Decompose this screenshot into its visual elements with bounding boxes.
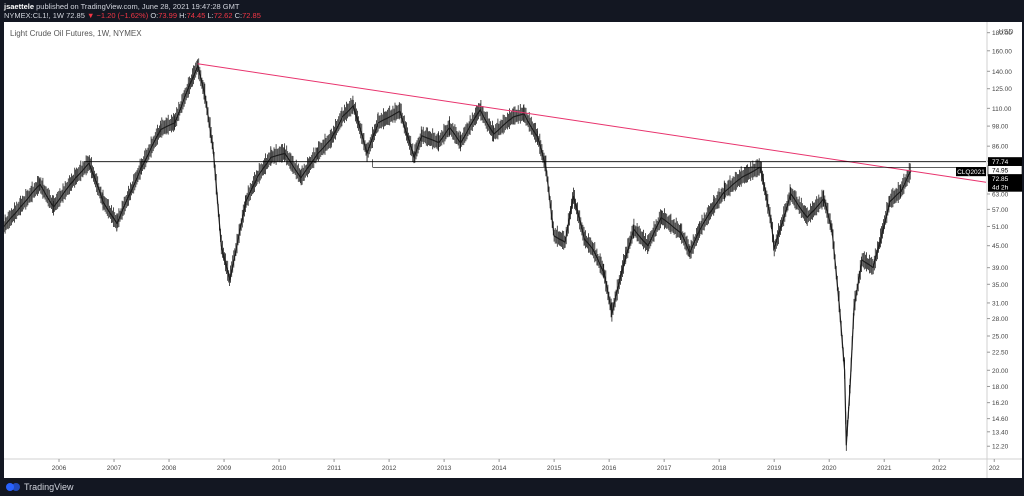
price-chart[interactable]: 12.20 13.40 14.60 16.20 18.00 20.00 22.50 25.00… [4, 22, 1022, 478]
chart-title: Light Crude Oil Futures, 1W, NYMEX [10, 29, 142, 38]
price-tag-box [988, 182, 1022, 192]
price-tick-label: 39.00 [992, 265, 1009, 272]
price-tick-label: 16.20 [992, 400, 1009, 407]
time-tick-label: 2012 [382, 465, 397, 472]
price-tick-label: 140.00 [992, 69, 1012, 76]
price-tick-label: 98.00 [992, 124, 1009, 131]
time-tick-label: 2019 [767, 465, 782, 472]
price-tag-box [988, 157, 1022, 167]
high-value: 74.45 [186, 11, 206, 20]
time-tick-label: 2018 [712, 465, 727, 472]
time-tick-label: 2010 [272, 465, 287, 472]
time-tick-label: 2022 [932, 465, 947, 472]
price-tick-label: 12.20 [992, 444, 1009, 451]
price-tick-label: 110.00 [992, 106, 1012, 113]
symbol-tag-box [956, 167, 986, 177]
price-tick-label: 31.00 [992, 300, 1009, 307]
price-change: −1.20 (−1.62%) [96, 11, 149, 20]
price-tick-label: 125.00 [992, 86, 1012, 93]
price-tag-label: 77.74 [992, 159, 1009, 166]
low-value: 72.62 [213, 11, 233, 20]
last-price: 72.85 [66, 11, 85, 20]
time-tick-label: 2011 [327, 465, 341, 472]
price-tick-label: 22.50 [992, 350, 1009, 357]
open-value: 73.99 [158, 11, 178, 20]
time-tick-label: 2013 [437, 465, 452, 472]
chart-footer: TradingView [0, 478, 1024, 496]
currency-label: USD [999, 29, 1014, 36]
time-tick-label: 2014 [492, 465, 507, 472]
price-tick-label: 28.00 [992, 316, 1009, 323]
price-tick-label: 45.00 [992, 243, 1009, 250]
price-series [4, 58, 912, 451]
time-tick-label: 2006 [52, 465, 67, 472]
down-arrow-icon: ▼ [86, 11, 95, 20]
price-axis[interactable]: 12.20 13.40 14.60 16.20 18.00 20.00 22.50 25.00… [986, 22, 1012, 478]
price-tag-label: 74.95 [992, 168, 1009, 175]
time-axis[interactable]: 2006 2007 2008 2009 2010 2011 2012 2013 2014 2015… [4, 458, 1022, 472]
tradingview-logo-icon[interactable] [6, 481, 20, 493]
chart-header: jsaettele published on TradingView.com, … [0, 0, 1024, 22]
price-tick-label: 51.00 [992, 224, 1009, 231]
time-tick-label: 202 [989, 465, 1000, 472]
low-label: L: [207, 11, 214, 20]
chart-drawings [83, 63, 987, 183]
price-tag-label: 72.85 [992, 176, 1009, 183]
price-tick-label: 18.00 [992, 384, 1009, 391]
close-value: 72.85 [242, 11, 261, 20]
time-tick-label: 2020 [822, 465, 837, 472]
tradingview-brand[interactable]: TradingView [24, 482, 74, 492]
close-label: C: [234, 11, 243, 20]
price-tick-label: 13.40 [992, 429, 1009, 436]
price-tick-label: 160.00 [992, 48, 1012, 55]
price-tick-label: 14.60 [992, 416, 1009, 423]
publish-info: jsaettele published on TradingView.com, … [4, 2, 239, 11]
time-tick-label: 2021 [877, 465, 892, 472]
price-tick-label: 25.00 [992, 333, 1009, 340]
price-tick-label: 63.00 [992, 191, 1009, 198]
price-tick-label: 180.00 [992, 30, 1012, 37]
time-tick-label: 2016 [602, 465, 617, 472]
time-tick-label: 2009 [217, 465, 232, 472]
time-tick-label: 2015 [547, 465, 562, 472]
price-tick-label: 57.00 [992, 207, 1009, 214]
high-label: H: [179, 11, 187, 20]
published-text: published on TradingView.com, June 28, 2… [36, 2, 240, 11]
symbol-tag-label: CLQ2021 [957, 169, 985, 176]
symbol-label[interactable]: NYMEX:CL1!, 1W [4, 11, 65, 20]
chart-background [4, 22, 1022, 478]
price-tags: 77.74 74.95 CLQ2021 72.85 4d 2h [956, 157, 1022, 192]
time-tick-label: 2007 [107, 465, 122, 472]
symbol-info: NYMEX:CL1!, 1W 72.85 ▼ −1.20 (−1.62%) O:… [4, 11, 261, 20]
price-tick-label: 20.00 [992, 368, 1009, 375]
author-name[interactable]: jsaettele [4, 2, 35, 11]
price-tick-label: 86.00 [992, 144, 1009, 151]
time-tick-label: 2008 [162, 465, 177, 472]
resistance-trendline [197, 63, 987, 183]
price-tick-label: 35.00 [992, 282, 1009, 289]
price-tag-label: 4d 2h [992, 185, 1009, 192]
open-label: O: [150, 11, 159, 20]
time-tick-label: 2017 [657, 465, 672, 472]
price-tag-box [988, 174, 1022, 184]
